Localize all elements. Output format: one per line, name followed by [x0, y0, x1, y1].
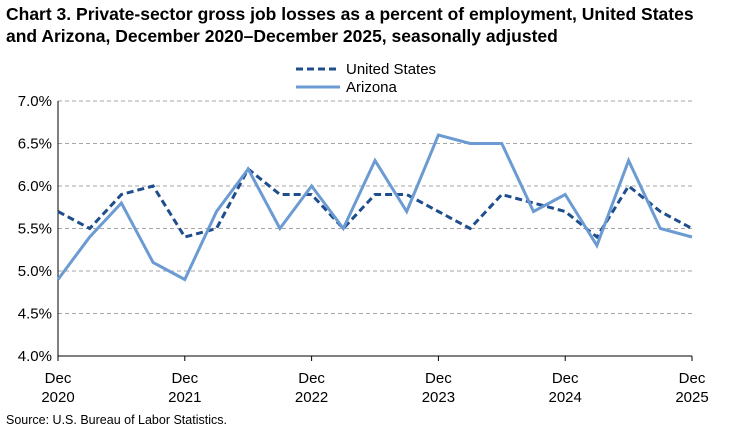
x-tick-label: 2022 — [295, 389, 328, 406]
y-tick-label: 6.5% — [18, 136, 52, 153]
y-tick-label: 4.5% — [18, 306, 52, 323]
y-tick-label: 5.0% — [18, 263, 52, 280]
x-tick-label: Dec — [552, 370, 579, 387]
y-tick-label: 5.5% — [18, 221, 52, 238]
x-tick-label: Dec — [45, 370, 72, 387]
x-tick-label: Dec — [425, 370, 452, 387]
grid-lines — [58, 100, 692, 314]
x-tick-label: Dec — [171, 370, 198, 387]
x-tick-label: Dec — [679, 370, 706, 387]
y-tick-label: 7.0% — [18, 93, 52, 110]
chart-title: Chart 3. Private-sector gross job losses… — [6, 4, 694, 46]
source-note: Source: U.S. Bureau of Labor Statistics. — [6, 413, 227, 427]
x-tick-labels: Dec 2020 Dec 2021 Dec 2022 Dec 2023 Dec 2024 Dec 20… — [41, 370, 708, 406]
x-tick-label: 2025 — [675, 389, 708, 406]
x-tick-label: 2020 — [41, 389, 74, 406]
series-line-arizona — [56, 133, 693, 282]
series-line-united-states — [57, 166, 693, 240]
axes — [57, 101, 693, 361]
legend-label: Arizona — [346, 79, 398, 96]
x-tick-label: 2023 — [422, 389, 455, 406]
y-tick-label: 4.0% — [18, 348, 52, 365]
x-tick-label: Dec — [298, 370, 325, 387]
legend-label: United States — [346, 61, 436, 78]
y-tick-label: 6.0% — [18, 178, 52, 195]
y-tick-labels: 4.0% 4.5% 5.0% 5.5% 6.0% 6.5% 7.0% — [18, 93, 52, 365]
x-tick-label: 2021 — [168, 389, 201, 406]
series-lines — [56, 133, 693, 282]
x-tick-label: 2024 — [549, 389, 582, 406]
